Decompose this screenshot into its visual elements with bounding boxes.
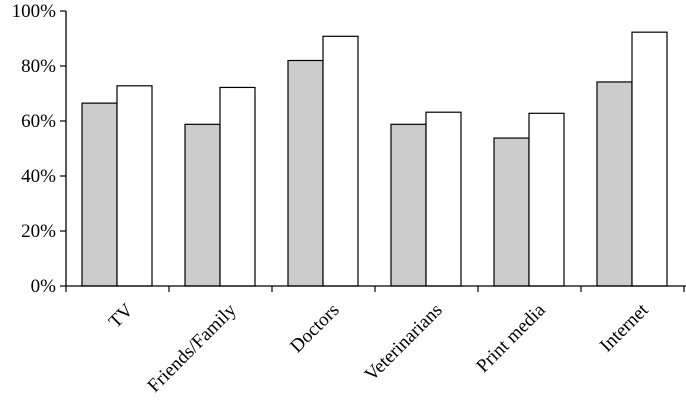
- bar-series-2-tv: [116, 85, 153, 287]
- x-category-label: TV: [105, 300, 138, 333]
- x-category-label: Friends/Family: [144, 299, 241, 396]
- x-category-label: Veterinarians: [361, 300, 447, 386]
- bar-series-2-doctors: [322, 35, 359, 287]
- bar-series-1-print-media: [493, 137, 530, 287]
- y-ticks-group: 0% 20% 40% 60% 80% 100%: [12, 1, 66, 297]
- y-tick-label: 80%: [21, 56, 56, 77]
- bar-series-2-print-media: [528, 112, 565, 287]
- bar-series-2-internet: [631, 31, 668, 287]
- y-tick-label: 100%: [12, 1, 57, 22]
- x-category-label: Internet: [596, 299, 653, 356]
- bar-series-2-friends-family: [219, 86, 256, 287]
- y-tick-label: 60%: [21, 111, 56, 132]
- x-category-label: Print media: [472, 299, 550, 377]
- bar-series-1-doctors: [287, 59, 324, 287]
- bar-series-1-friends-family: [184, 123, 221, 287]
- y-tick-label: 0%: [31, 276, 57, 297]
- y-tick-label: 40%: [21, 166, 56, 187]
- bar-series-2-veterinarians: [425, 111, 462, 287]
- bar-series-1-veterinarians: [390, 123, 427, 287]
- bar-series-1-internet: [596, 81, 633, 287]
- bar-series-1-tv: [81, 102, 118, 287]
- y-tick-label: 20%: [21, 221, 56, 242]
- axes-group: [65, 11, 686, 292]
- x-labels-group: TV Friends/Family Doctors Veterinarians Prin…: [105, 299, 653, 396]
- bars-group: [81, 31, 668, 287]
- x-category-label: Doctors: [286, 300, 343, 357]
